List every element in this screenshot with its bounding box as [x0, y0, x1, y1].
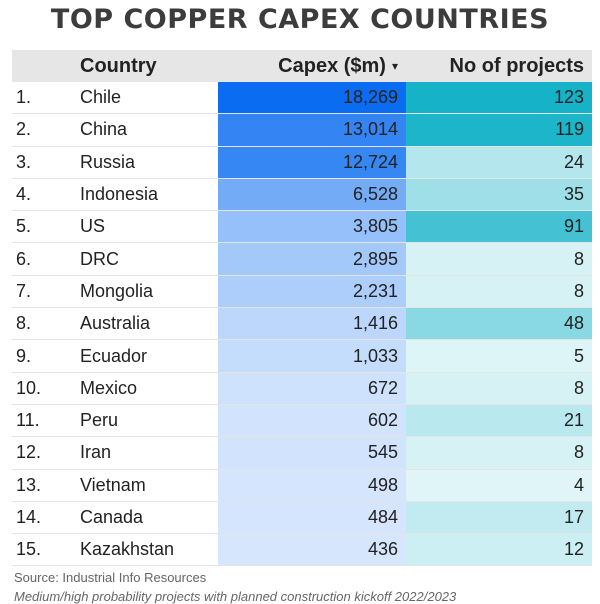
capex-cell: 672 [218, 372, 406, 405]
rank-cell: 10. [12, 372, 72, 405]
projects-cell: 8 [406, 372, 592, 405]
rank-cell: 2. [12, 113, 72, 147]
projects-cell: 12 [406, 533, 592, 567]
capex-cell: 1,033 [218, 339, 406, 373]
projects-cell: 8 [406, 275, 592, 309]
projects-cell: 5 [406, 339, 592, 373]
capex-cell: 2,231 [218, 275, 406, 309]
country-cell: Mexico [72, 372, 218, 405]
sort-descending-icon[interactable]: ▾ [391, 59, 398, 74]
rank-cell: 4. [12, 178, 72, 212]
capex-cell: 13,014 [218, 113, 406, 147]
projects-cell: 35 [406, 178, 592, 212]
country-cell: DRC [72, 242, 218, 276]
country-cell: Canada [72, 501, 218, 535]
table-row: 7. Mongolia 2,231 8 [12, 275, 592, 309]
country-cell: Iran [72, 436, 218, 470]
footnote: Medium/high probability projects with pl… [14, 589, 457, 604]
table-row: 15. Kazakhstan 436 12 [12, 533, 592, 567]
table-row: 8. Australia 1,416 48 [12, 307, 592, 341]
rank-cell: 14. [12, 501, 72, 535]
rank-cell: 7. [12, 275, 72, 309]
projects-cell: 17 [406, 501, 592, 535]
table-row: 3. Russia 12,724 24 [12, 146, 592, 179]
country-cell: Chile [72, 82, 218, 115]
rank-cell: 12. [12, 436, 72, 470]
country-cell: Mongolia [72, 275, 218, 309]
table-body: 1. Chile 18,269 123 2. China 13,014 119 3. Russia… [12, 82, 592, 567]
capex-header[interactable]: Capex ($m) ▾ [218, 50, 406, 82]
capex-cell: 3,805 [218, 210, 406, 244]
capex-cell: 602 [218, 404, 406, 438]
rank-cell: 3. [12, 146, 72, 179]
capex-cell: 18,269 [218, 82, 406, 115]
country-cell: Vietnam [72, 469, 218, 502]
country-cell: Indonesia [72, 178, 218, 212]
source-note: Source: Industrial Info Resources [14, 570, 207, 585]
country-cell: Peru [72, 404, 218, 438]
table-row: 14. Canada 484 17 [12, 501, 592, 535]
capex-cell: 12,724 [218, 146, 406, 179]
rank-cell: 8. [12, 307, 72, 341]
rank-cell: 11. [12, 404, 72, 438]
country-header-label: Country [80, 54, 157, 77]
capex-cell: 484 [218, 501, 406, 535]
country-cell: Kazakhstan [72, 533, 218, 567]
country-cell: China [72, 113, 218, 147]
projects-header[interactable]: No of projects [406, 50, 592, 82]
projects-cell: 21 [406, 404, 592, 438]
country-header[interactable]: Country [72, 50, 218, 82]
rank-cell: 1. [12, 82, 72, 115]
projects-cell: 123 [406, 82, 592, 115]
capex-header-label: Capex ($m) [278, 54, 386, 77]
table-row: 9. Ecuador 1,033 5 [12, 339, 592, 373]
country-cell: Ecuador [72, 339, 218, 373]
capex-cell: 1,416 [218, 307, 406, 341]
projects-cell: 8 [406, 242, 592, 276]
capex-cell: 545 [218, 436, 406, 470]
table-row: 11. Peru 602 21 [12, 404, 592, 438]
table-header-row: Country Capex ($m) ▾ No of projects [12, 50, 592, 82]
rank-cell: 5. [12, 210, 72, 244]
capex-cell: 6,528 [218, 178, 406, 212]
projects-cell: 4 [406, 469, 592, 502]
table-row: 1. Chile 18,269 123 [12, 82, 592, 115]
capex-cell: 436 [218, 533, 406, 567]
projects-cell: 8 [406, 436, 592, 470]
projects-cell: 91 [406, 210, 592, 244]
country-cell: US [72, 210, 218, 244]
projects-cell: 24 [406, 146, 592, 179]
country-cell: Australia [72, 307, 218, 341]
table-row: 4. Indonesia 6,528 35 [12, 178, 592, 212]
rank-cell: 13. [12, 469, 72, 502]
table-row: 12. Iran 545 8 [12, 436, 592, 470]
table-row: 2. China 13,014 119 [12, 113, 592, 147]
country-cell: Russia [72, 146, 218, 179]
rank-header [12, 50, 72, 82]
projects-cell: 48 [406, 307, 592, 341]
rank-cell: 9. [12, 339, 72, 373]
table-row: 13. Vietnam 498 4 [12, 469, 592, 502]
capex-cell: 498 [218, 469, 406, 502]
table-row: 10. Mexico 672 8 [12, 372, 592, 405]
projects-header-label: No of projects [449, 54, 584, 77]
capex-table: Country Capex ($m) ▾ No of projects 1. Chi… [12, 50, 592, 567]
chart-title: TOP COPPER CAPEX COUNTRIES [50, 4, 550, 35]
projects-cell: 119 [406, 113, 592, 147]
capex-cell: 2,895 [218, 242, 406, 276]
rank-cell: 15. [12, 533, 72, 567]
table-row: 5. US 3,805 91 [12, 210, 592, 244]
table-row: 6. DRC 2,895 8 [12, 242, 592, 276]
rank-cell: 6. [12, 242, 72, 276]
